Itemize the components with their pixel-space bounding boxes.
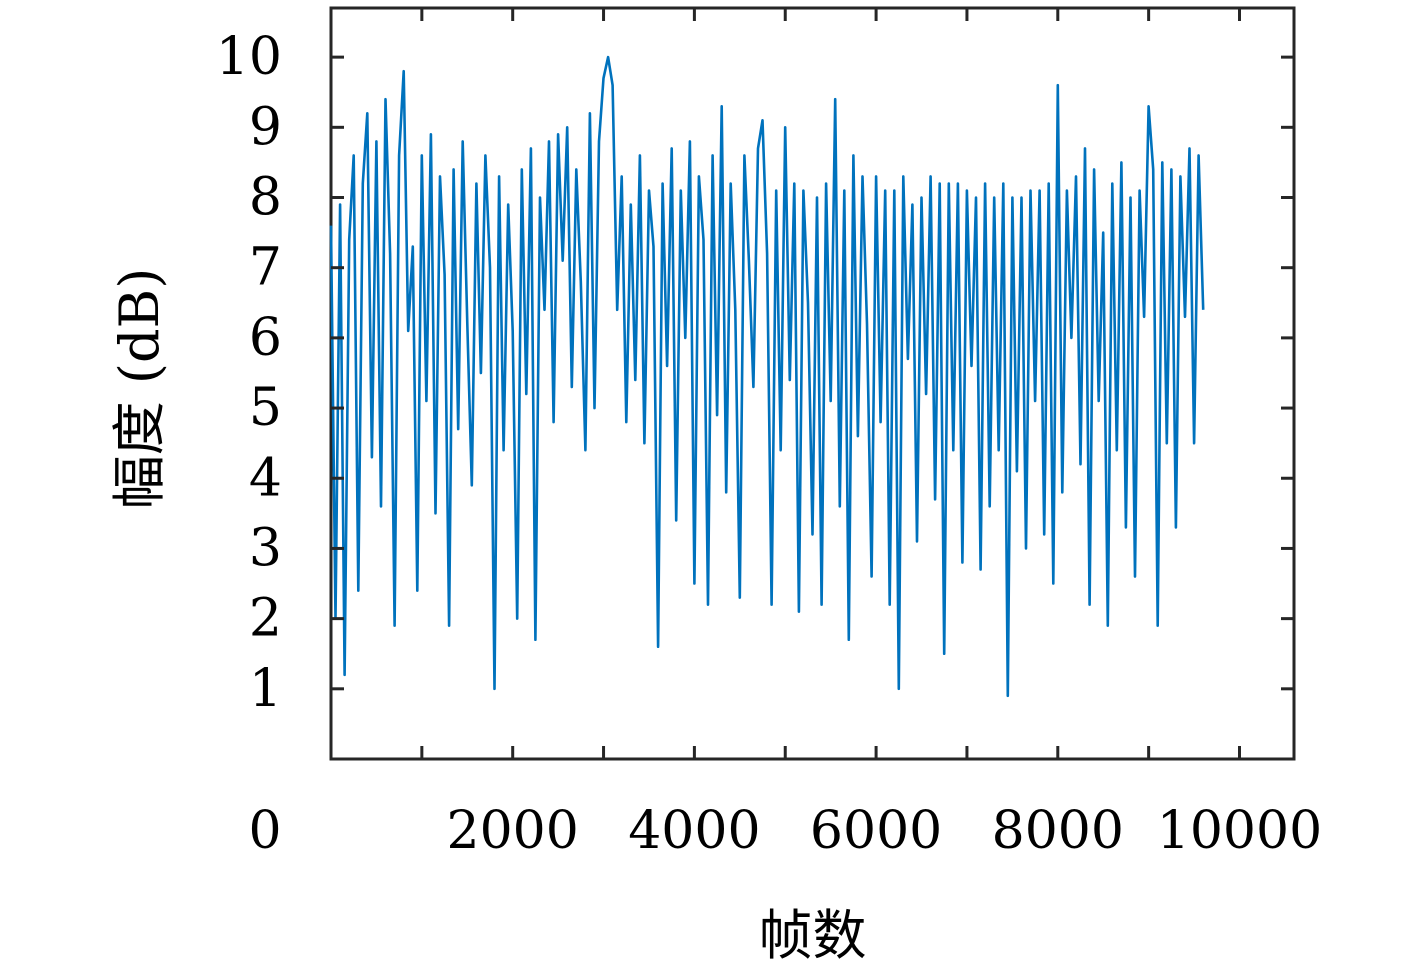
labels-layer: 1 2 3 4 5 6 7 8 9 10 2000 4000 6000 8000 10000 0 帧数 幅度 (d… <box>108 27 1322 967</box>
plot-area <box>329 6 1296 761</box>
y-tick-label-2: 2 <box>249 589 282 649</box>
x-tick-label-8000: 8000 <box>992 801 1124 861</box>
y-tick-label-1: 1 <box>249 659 282 719</box>
y-tick-label-4: 4 <box>249 448 282 508</box>
y-tick-label-6: 6 <box>249 308 282 368</box>
x-tick-label-10000: 10000 <box>1157 801 1322 861</box>
x-origin-label: 0 <box>248 801 281 861</box>
x-tick-label-2000: 2000 <box>447 801 579 861</box>
y-tick-label-8: 8 <box>249 168 282 228</box>
y-tick-label-3: 3 <box>249 518 282 578</box>
series-layer <box>329 55 1205 698</box>
axes-frame <box>329 6 1296 761</box>
y-tick-label-5: 5 <box>249 378 282 438</box>
y-tick-label-7: 7 <box>249 238 282 298</box>
y-tick-label-9: 9 <box>249 97 282 157</box>
series-line-0 <box>329 55 1205 698</box>
x-tick-label-4000: 4000 <box>628 801 760 861</box>
ticks-layer <box>331 8 1294 759</box>
y-axis-label: 幅度 (dB) <box>108 268 171 510</box>
y-tick-label-10: 10 <box>216 27 282 87</box>
x-tick-label-6000: 6000 <box>810 801 942 861</box>
x-axis-label: 帧数 <box>759 904 867 967</box>
